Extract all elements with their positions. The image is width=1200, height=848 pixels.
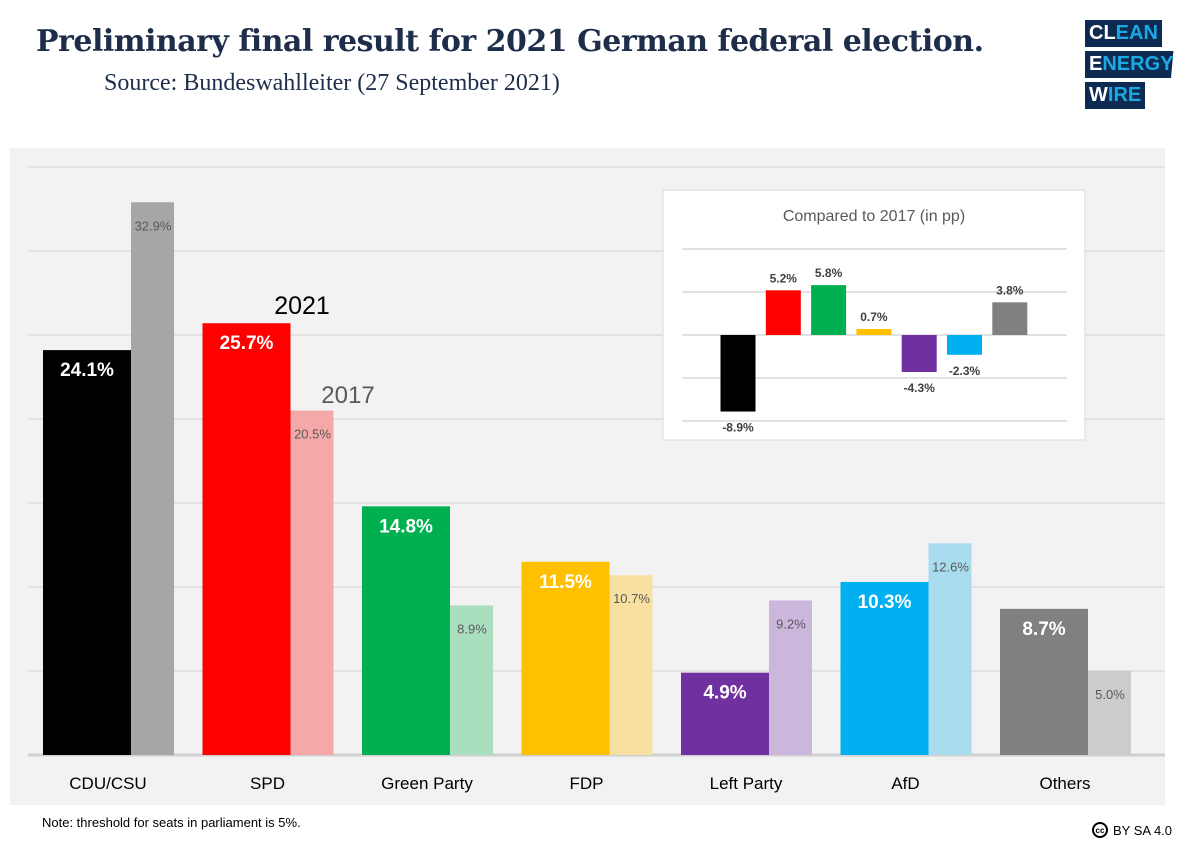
category-label: Left Party: [710, 774, 783, 793]
inset-bar-5: [947, 335, 982, 355]
bar-2017-1: [290, 410, 334, 755]
bar-2021-0: [43, 350, 131, 755]
inset-bar-1: [765, 290, 801, 335]
data-label-2017: 5.0%: [1095, 687, 1125, 702]
page-title: Preliminary final result for 2021 German…: [36, 24, 984, 59]
category-label: AfD: [891, 774, 919, 793]
bar-2017-0: [131, 202, 174, 755]
inset-data-label: 5.8%: [815, 266, 843, 280]
data-label-2017: 8.9%: [457, 621, 487, 636]
inset-bar-3: [856, 328, 892, 335]
series-label-2021: 2021: [274, 292, 330, 320]
inset-bar-0: [720, 335, 756, 412]
bar-2017-5: [928, 543, 972, 755]
inset-bar-6: [992, 302, 1028, 335]
category-label: Green Party: [381, 774, 473, 793]
inset-bar-4: [901, 335, 937, 372]
series-label-2017: 2017: [321, 382, 374, 409]
inset-data-label: -8.9%: [722, 421, 754, 435]
inset-data-label: -2.3%: [949, 364, 981, 378]
bar-2021-5: [840, 581, 929, 755]
inset-data-label: 3.8%: [996, 283, 1024, 297]
inset-data-label: 0.7%: [860, 310, 888, 324]
clean-energy-wire-logo: CLEAN ENERGY WIRE: [1085, 20, 1178, 113]
source-subtitle: Source: Bundeswahlleiter (27 September 2…: [104, 70, 560, 96]
bar-2017-4: [769, 600, 812, 755]
inset-data-label: 5.2%: [770, 271, 798, 285]
license: cc BY SA 4.0: [1092, 822, 1172, 838]
category-label: FDP: [570, 774, 604, 793]
data-label-2021: 14.8%: [379, 516, 433, 537]
data-label-2017: 20.5%: [294, 427, 331, 442]
data-label-2021: 10.3%: [858, 592, 912, 613]
bar-2021-6: [1000, 608, 1088, 755]
data-label-2017: 12.6%: [932, 559, 969, 574]
bar-2017-3: [609, 575, 653, 755]
license-text: BY SA 4.0: [1113, 822, 1173, 838]
data-label-2021: 25.7%: [220, 333, 274, 354]
header-banner: Preliminary final result for 2021 German…: [10, 0, 1178, 130]
bar-2021-2: [362, 506, 450, 755]
data-label-2017: 32.9%: [135, 218, 172, 233]
inset-data-label: -4.3%: [904, 381, 936, 395]
bar-2021-3: [521, 561, 610, 755]
inset-title: Compared to 2017 (in pp): [783, 208, 965, 225]
data-label-2021: 11.5%: [539, 572, 592, 593]
bar-2017-2: [450, 605, 493, 755]
creative-commons-icon: cc: [1092, 822, 1108, 838]
category-label: Others: [1039, 774, 1090, 793]
threshold-note: Note: threshold for seats in parliament …: [42, 815, 301, 830]
bar-2021-1: [202, 323, 291, 755]
bar-2017-6: [1088, 671, 1131, 755]
category-label: CDU/CSU: [69, 774, 146, 793]
data-label-2021: 8.7%: [1022, 619, 1065, 640]
bar-2021-4: [681, 672, 769, 755]
data-label-2021: 4.9%: [703, 683, 746, 704]
category-label: SPD: [250, 774, 285, 793]
data-label-2021: 24.1%: [60, 360, 114, 381]
data-label-2017: 9.2%: [776, 616, 806, 631]
inset-bar-2: [811, 285, 847, 335]
data-label-2017: 10.7%: [613, 591, 650, 606]
